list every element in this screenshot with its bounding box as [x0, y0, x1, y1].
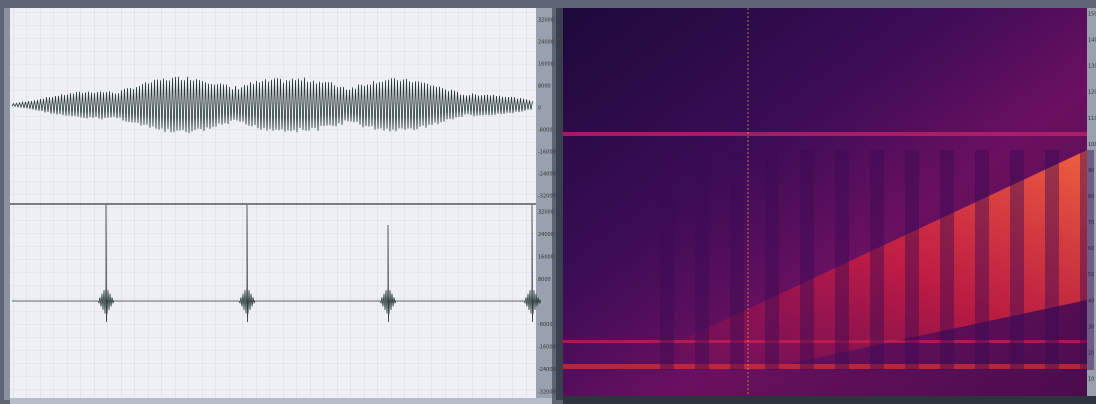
amplitude-label: 16000: [538, 62, 554, 68]
amplitude-label: -24000: [538, 172, 556, 178]
amplitude-label: -16000: [538, 345, 556, 351]
frequency-label: 120: [1088, 90, 1096, 96]
amplitude-label: 16000: [538, 255, 554, 261]
spectrogram-column: [940, 150, 954, 370]
splitter: [556, 8, 563, 400]
spectrogram-column: [905, 150, 919, 370]
frequency-label: 140: [1088, 38, 1096, 44]
spectrogram-column: [870, 150, 884, 370]
waveform-grid: [10, 8, 536, 398]
spectrogram-band: [563, 364, 1087, 369]
spectrogram-scroll: [563, 396, 1096, 404]
amplitude-label: 24000: [538, 40, 554, 46]
time-ruler: [10, 398, 552, 404]
app: 32000 24000 16000 8000 0 -8000 -16000 -24000 -32…: [0, 0, 1096, 404]
spectrogram-column: [1080, 150, 1094, 370]
spectrogram-band: [563, 132, 1087, 136]
amplitude-label: -16000: [538, 150, 556, 156]
spectrogram-column: [765, 150, 779, 370]
left-scroll: [4, 8, 10, 400]
frequency-label: 10: [1088, 377, 1094, 383]
amplitude-label: -24000: [538, 367, 556, 373]
spectrogram-column: [975, 150, 989, 370]
spectrogram-column: [660, 150, 674, 370]
spectrogram-column: [730, 150, 744, 370]
frequency-label: 110: [1088, 116, 1096, 122]
amplitude-label: 8000: [538, 84, 551, 90]
amplitude-label: 32000: [538, 18, 554, 24]
frequency-label: 150: [1088, 12, 1096, 18]
amplitude-label: 0: [538, 106, 541, 112]
spectrogram-column: [695, 150, 709, 370]
amplitude-label: 32000: [538, 210, 554, 216]
amplitude-label: -8000: [538, 322, 553, 328]
spectrogram-column: [1045, 150, 1059, 370]
spectrogram-column: [1010, 150, 1024, 370]
frequency-label: 100: [1088, 142, 1096, 148]
amplitude-label: 24000: [538, 232, 554, 238]
screen: 32000 24000 16000 8000 0 -8000 -16000 -24000 -32…: [0, 0, 1096, 404]
spectrogram-column: [835, 150, 849, 370]
amplitude-label: -8000: [538, 128, 553, 134]
spectrogram-band: [563, 340, 1087, 343]
frequency-label: 130: [1088, 64, 1096, 70]
amplitude-label: -32000: [538, 390, 556, 396]
amplitude-label: 8000: [538, 277, 551, 283]
spectrogram-column: [800, 150, 814, 370]
amplitude-label: -32000: [538, 194, 556, 200]
